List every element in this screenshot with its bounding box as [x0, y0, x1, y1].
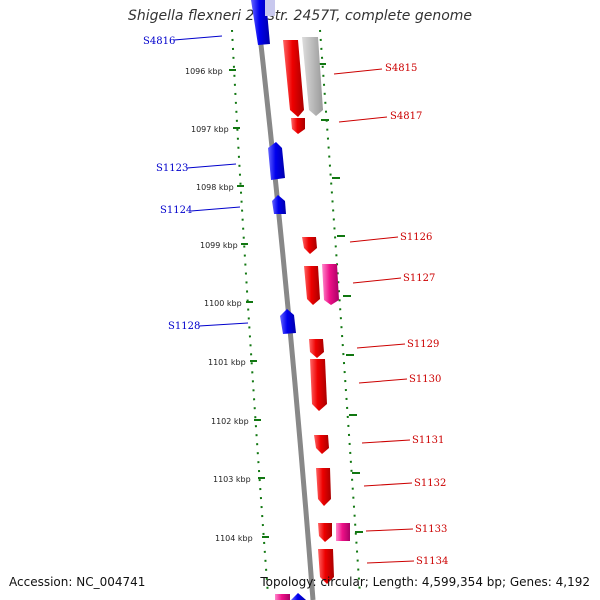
forward-gene-s1133[interactable]	[318, 523, 332, 542]
right-ticks	[318, 63, 363, 533]
topology-text: Topology: circular; Length: 4,599,354 bp…	[260, 575, 590, 589]
reverse-gene-bottom[interactable]	[291, 593, 306, 600]
leader-line	[349, 236, 399, 243]
gene-label-s1124[interactable]: S1124	[160, 205, 192, 216]
reverse-gene-s1123[interactable]	[268, 142, 285, 180]
forward-gene-s1131[interactable]	[314, 435, 329, 454]
forward-gene-s1130[interactable]	[310, 359, 327, 411]
forward-gene-s1129[interactable]	[309, 339, 324, 358]
leader-line	[365, 528, 414, 532]
leader-line	[363, 482, 413, 487]
gene-label-s1126[interactable]: S1126	[400, 232, 432, 243]
pink-gene-s1127[interactable]	[322, 264, 339, 305]
gene-label-s1127[interactable]: S1127	[403, 273, 435, 284]
ruler-label: 1098 kbp	[196, 183, 234, 192]
leader-line	[352, 277, 402, 284]
gene-label-s1132[interactable]: S1132	[414, 478, 446, 489]
leader-line	[366, 560, 415, 564]
gene-label-s1123[interactable]: S1123	[156, 163, 188, 174]
leader-line	[333, 68, 383, 75]
leader-line	[186, 163, 237, 169]
ruler-label: 1104 kbp	[215, 534, 253, 543]
accession-text: Accession: NC_004741	[9, 575, 146, 589]
leader-line	[356, 343, 406, 349]
forward-gene-s1126[interactable]	[302, 237, 317, 254]
ruler-ticks	[229, 69, 269, 538]
genome-backbone	[253, 0, 316, 600]
leader-line	[173, 35, 223, 41]
leader-line	[361, 439, 411, 444]
ruler-label: 1103 kbp	[213, 475, 251, 484]
gene-label-s1129[interactable]: S1129	[407, 339, 439, 350]
leader-line	[198, 322, 249, 327]
reverse-gene-s4816[interactable]	[251, 0, 275, 45]
forward-gene-s1132[interactable]	[316, 468, 331, 506]
gene-label-s1133[interactable]: S1133	[415, 524, 447, 535]
map-title: Shigella flexneri 2a str. 2457T, complet…	[127, 8, 473, 24]
reverse-gene-s1128[interactable]	[280, 309, 296, 334]
gene-label-s1130[interactable]: S1130	[409, 374, 441, 385]
ruler-label: 1100 kbp	[204, 299, 242, 308]
left-dotted-track	[231, 29, 269, 596]
gray-gene-s4815[interactable]	[302, 37, 323, 116]
leader-line	[358, 378, 408, 384]
forward-gene-s1134[interactable]	[318, 549, 334, 584]
ruler-label: 1097 kbp	[191, 125, 229, 134]
leader-line	[190, 206, 241, 212]
gene-label-s1128[interactable]: S1128	[168, 321, 200, 332]
right-dotted-track	[319, 29, 361, 596]
leader-line	[338, 116, 388, 123]
gene-label-s4815[interactable]: S4815	[385, 63, 417, 74]
gene-label-s4817[interactable]: S4817	[390, 111, 422, 122]
gene-label-s1131[interactable]: S1131	[412, 435, 444, 446]
reverse-gene-s1124[interactable]	[272, 195, 286, 214]
ruler-label: 1101 kbp	[208, 358, 246, 367]
forward-gene-s4817[interactable]	[291, 118, 305, 134]
gene-label-s1134[interactable]: S1134	[416, 556, 448, 567]
gene-label-s4816[interactable]: S4816	[143, 36, 175, 47]
forward-gene-s4815[interactable]	[283, 40, 304, 117]
forward-gene-s1127[interactable]	[304, 266, 320, 305]
pink-gene-bottom[interactable]	[275, 594, 290, 600]
pink-gene-s1133[interactable]	[336, 523, 350, 541]
ruler-label: 1102 kbp	[211, 417, 249, 426]
ruler-label: 1099 kbp	[200, 241, 238, 250]
ruler-label: 1096 kbp	[185, 67, 223, 76]
